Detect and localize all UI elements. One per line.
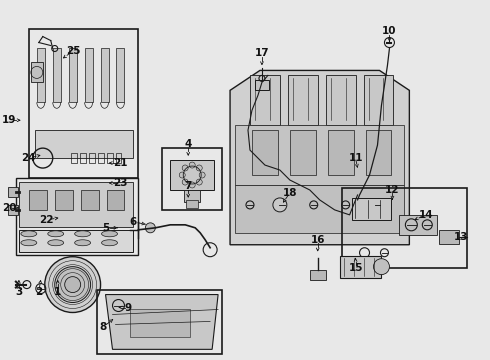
Bar [55, 190, 73, 210]
Bar [35, 130, 133, 158]
Ellipse shape [74, 240, 91, 246]
Bar [328, 130, 354, 175]
Text: 14: 14 [419, 210, 434, 220]
Text: 7: 7 [185, 181, 192, 191]
Bar [16, 178, 138, 255]
Bar [80, 153, 86, 163]
Bar [106, 190, 124, 210]
Ellipse shape [48, 231, 64, 237]
Text: 3: 3 [15, 287, 23, 297]
Bar [366, 130, 392, 175]
Bar [97, 289, 222, 354]
Bar [71, 153, 76, 163]
Text: 25: 25 [67, 45, 81, 55]
Bar [235, 185, 404, 233]
Circle shape [196, 165, 202, 171]
Circle shape [65, 276, 81, 293]
Bar [342, 188, 467, 268]
Bar [439, 230, 459, 244]
Text: 23: 23 [113, 178, 128, 188]
Circle shape [55, 267, 91, 302]
Bar [29, 28, 138, 178]
Text: 10: 10 [382, 26, 397, 36]
Circle shape [146, 223, 155, 233]
Text: 16: 16 [311, 235, 325, 245]
Polygon shape [105, 294, 218, 349]
Bar [250, 75, 280, 125]
Bar [162, 148, 222, 210]
Bar [85, 48, 93, 102]
Bar [186, 200, 198, 208]
Circle shape [189, 182, 195, 188]
Circle shape [199, 172, 205, 178]
Bar [8, 205, 18, 215]
Ellipse shape [48, 240, 64, 246]
Circle shape [273, 198, 287, 212]
Text: 9: 9 [125, 302, 132, 312]
Circle shape [189, 162, 195, 168]
Text: 19: 19 [2, 115, 16, 125]
Text: 22: 22 [40, 215, 54, 225]
Ellipse shape [101, 240, 118, 246]
Text: 8: 8 [99, 323, 106, 332]
Bar [352, 198, 392, 220]
Bar [89, 153, 95, 163]
Text: 21: 21 [113, 158, 128, 168]
Circle shape [179, 172, 185, 178]
Bar [69, 48, 76, 102]
Bar [290, 130, 316, 175]
Bar [310, 270, 326, 280]
Bar [19, 230, 133, 252]
Bar [130, 310, 190, 337]
Bar [184, 190, 200, 202]
Polygon shape [230, 71, 409, 245]
Text: 17: 17 [255, 49, 269, 58]
Text: 18: 18 [283, 188, 297, 198]
Ellipse shape [101, 231, 118, 237]
Circle shape [196, 179, 202, 185]
Bar [31, 62, 43, 82]
Bar [100, 48, 108, 102]
Bar [53, 48, 61, 102]
Bar [8, 187, 18, 197]
Text: 12: 12 [385, 185, 400, 195]
Text: 11: 11 [348, 153, 363, 163]
Text: 5: 5 [102, 223, 109, 233]
Text: 15: 15 [348, 263, 363, 273]
Bar [364, 75, 393, 125]
Text: 13: 13 [454, 232, 468, 242]
Bar [117, 48, 124, 102]
Circle shape [45, 257, 100, 312]
Bar [116, 153, 122, 163]
Bar [340, 256, 382, 278]
Bar [399, 215, 437, 235]
Circle shape [182, 165, 188, 171]
Bar [235, 125, 404, 185]
Bar [19, 182, 133, 227]
Text: 1: 1 [54, 287, 61, 297]
Text: 20: 20 [1, 203, 16, 213]
Text: 24: 24 [22, 153, 36, 163]
Bar [255, 80, 269, 90]
Bar [106, 153, 113, 163]
Bar [252, 130, 278, 175]
Circle shape [373, 259, 390, 275]
Ellipse shape [21, 231, 37, 237]
Text: 6: 6 [130, 217, 137, 227]
Bar [29, 190, 47, 210]
Bar [81, 190, 98, 210]
Bar [98, 153, 103, 163]
Text: 4: 4 [185, 139, 192, 149]
Text: 2: 2 [35, 287, 43, 297]
Bar [37, 48, 45, 102]
Ellipse shape [74, 231, 91, 237]
Bar [288, 75, 318, 125]
Bar [326, 75, 356, 125]
Ellipse shape [21, 240, 37, 246]
Circle shape [182, 179, 188, 185]
Bar [171, 160, 214, 190]
